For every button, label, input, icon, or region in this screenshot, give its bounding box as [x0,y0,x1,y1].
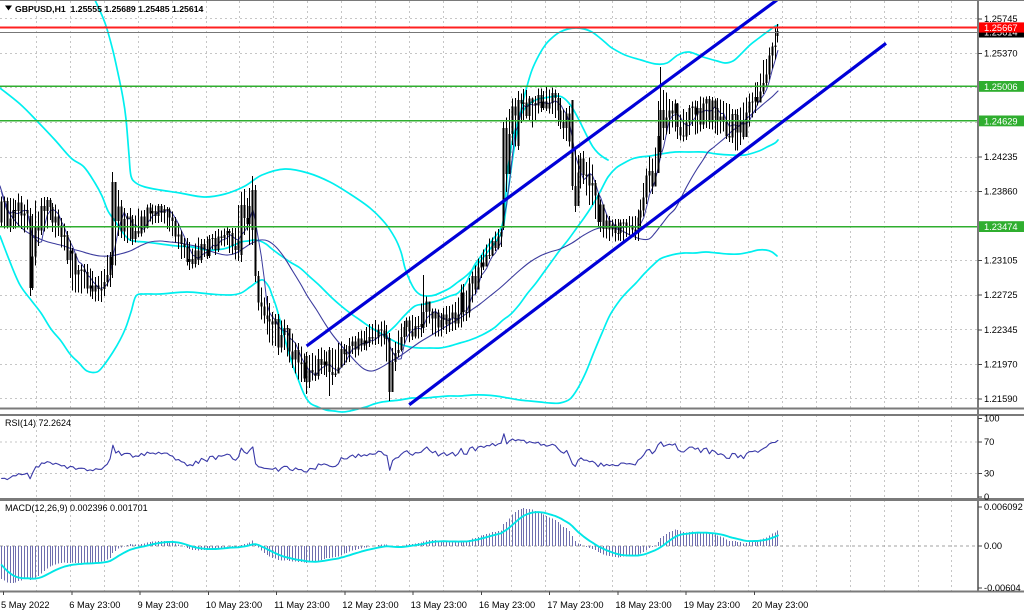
svg-text:11 May 23:00: 11 May 23:00 [274,600,330,610]
svg-text:70: 70 [984,437,994,447]
svg-text:1.25006: 1.25006 [984,82,1018,92]
svg-text:19 May 23:00: 19 May 23:00 [684,600,740,610]
svg-text:1.22725: 1.22725 [984,290,1018,300]
svg-text:RSI(14) 72.2624: RSI(14) 72.2624 [5,418,71,428]
svg-text:13 May 23:00: 13 May 23:00 [411,600,467,610]
svg-text:1.25667: 1.25667 [984,23,1018,33]
svg-text:1.22345: 1.22345 [984,325,1018,335]
svg-text:GBPUSD,H1 1.25555 1.25689 1.2: GBPUSD,H1 1.25555 1.25689 1.25485 1.2561… [15,4,204,14]
svg-text:0.006092: 0.006092 [984,502,1023,512]
svg-text:5 May 2022: 5 May 2022 [1,600,50,610]
svg-text:30: 30 [984,469,994,479]
svg-text:1.23474: 1.23474 [984,222,1018,232]
svg-text:1.24629: 1.24629 [984,116,1018,126]
svg-text:-0.00604: -0.00604 [984,583,1021,593]
svg-text:17 May 23:00: 17 May 23:00 [547,600,603,610]
svg-text:0.00: 0.00 [984,541,1002,551]
svg-text:1.24235: 1.24235 [984,152,1018,162]
svg-text:10 May 23:00: 10 May 23:00 [206,600,262,610]
svg-text:0: 0 [984,492,989,502]
svg-text:20 May 23:00: 20 May 23:00 [752,600,808,610]
svg-text:6 May 23:00: 6 May 23:00 [69,600,120,610]
svg-text:1.23860: 1.23860 [984,187,1018,197]
svg-text:1.23105: 1.23105 [984,256,1018,266]
svg-text:18 May 23:00: 18 May 23:00 [615,600,671,610]
svg-text:9 May 23:00: 9 May 23:00 [138,600,189,610]
svg-text:12 May 23:00: 12 May 23:00 [342,600,398,610]
svg-text:16 May 23:00: 16 May 23:00 [479,600,535,610]
svg-text:1.25745: 1.25745 [984,14,1018,24]
svg-text:MACD(12,26,9) 0.002396 0.00170: MACD(12,26,9) 0.002396 0.001701 [5,503,148,513]
svg-text:1.21970: 1.21970 [984,359,1018,369]
svg-text:100: 100 [984,414,1000,424]
svg-text:1.21590: 1.21590 [984,394,1018,404]
svg-text:1.25370: 1.25370 [984,48,1018,58]
